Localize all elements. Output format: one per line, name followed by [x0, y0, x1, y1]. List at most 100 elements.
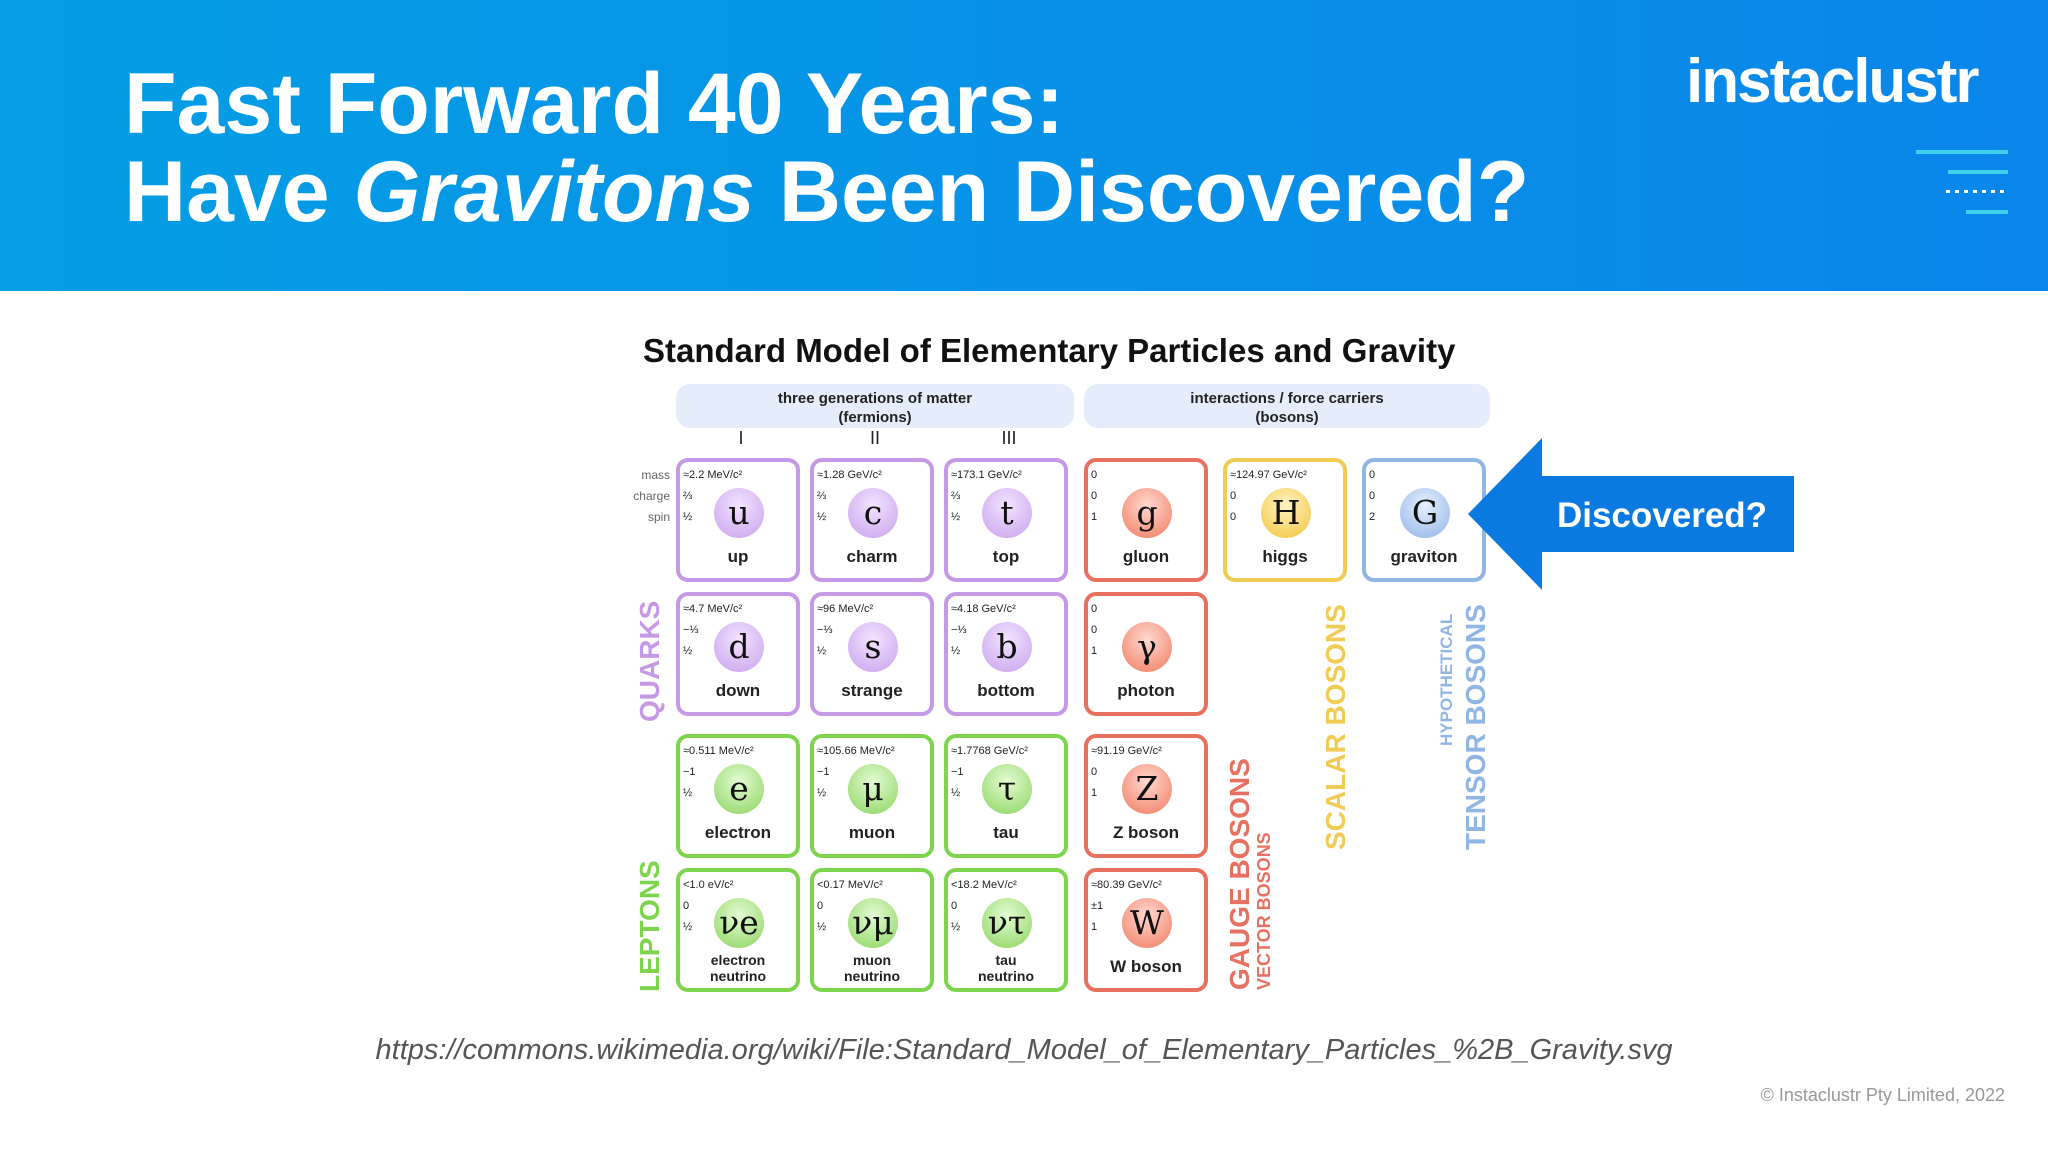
particle-symbol: s [848, 622, 898, 672]
particle-name: strange [841, 681, 903, 700]
particle-symbol: d [714, 622, 764, 672]
particle-card: <18.2 MeV/c² 0 ½ ντ tau neutrino [944, 868, 1068, 992]
title-line-2-emphasis: Gravitons [353, 144, 755, 240]
bosons-header: interactions / force carriers (bosons) [1084, 384, 1490, 428]
particle-mass: ≈96 MeV/c² [817, 603, 874, 615]
scalar-bosons-label: SCALAR BOSONS [1320, 604, 1351, 850]
particle-charge: 0 [1369, 490, 1376, 502]
particle-charge: ⅔ [951, 490, 961, 502]
particle-symbol: u [714, 488, 764, 538]
particle-symbol: e [714, 764, 764, 814]
title-line-2-post: Been Discovered? [754, 144, 1530, 240]
particle-symbol: b [982, 622, 1032, 672]
particle-name: Z boson [1112, 823, 1180, 842]
particle-spin: ½ [817, 645, 827, 657]
particle-symbol: μ [848, 764, 898, 814]
particle-mass: <18.2 MeV/c² [951, 879, 1017, 891]
particle-card: ≈105.66 MeV/c² −1 ½ μ muon [810, 734, 934, 858]
particle-charge: 0 [1091, 624, 1098, 636]
particle-name-line-2: neutrino [978, 968, 1034, 984]
particle-properties: 0 0 2 [1369, 465, 1375, 528]
particle-mass: ≈91.19 GeV/c² [1091, 745, 1162, 757]
particle-name: charm [846, 547, 898, 566]
particle-spin: 1 [1091, 921, 1098, 933]
gauge-bosons-label: GAUGE BOSONS [1224, 758, 1255, 990]
particle-card: ≈1.7768 GeV/c² −1 ½ τ tau [944, 734, 1068, 858]
header-banner: Fast Forward 40 Years: Have Gravitons Be… [0, 0, 2048, 291]
leptons-label: LEPTONS [634, 860, 665, 992]
particle-spin: ½ [683, 645, 693, 657]
particle-charge: 0 [817, 900, 824, 912]
discovered-arrow [1468, 438, 1794, 590]
particle-properties: 0 0 1 [1091, 465, 1097, 528]
particle-charge: −1 [683, 766, 696, 778]
particle-card: ≈80.39 GeV/c² ±1 1 W W boson [1084, 868, 1208, 992]
particle-properties: ≈4.18 GeV/c² −⅓ ½ [951, 599, 1016, 662]
particle-charge: −1 [817, 766, 830, 778]
particle-charge: 0 [1091, 490, 1098, 502]
particle-name: electron neutrino [680, 952, 796, 984]
title-line-1: Fast Forward 40 Years: [124, 56, 1065, 152]
particle-mass: ≈0.511 MeV/c² [683, 745, 754, 757]
particle-properties: ≈2.2 MeV/c² ⅔ ½ [683, 465, 742, 528]
particle-symbol: G [1400, 488, 1450, 538]
particle-spin: 1 [1091, 645, 1098, 657]
particle-name-line-1: tau [995, 952, 1017, 968]
particle-spin: 1 [1091, 511, 1098, 523]
particle-name: top [992, 547, 1020, 566]
particle-properties: ≈173.1 GeV/c² ⅔ ½ [951, 465, 1022, 528]
particle-charge: ±1 [1091, 900, 1104, 912]
particle-name: muon neutrino [814, 952, 930, 984]
particle-name-line-2: neutrino [710, 968, 766, 984]
particle-spin: ½ [817, 511, 827, 523]
particle-name: bottom [977, 681, 1035, 700]
particle-symbol: ντ [982, 898, 1032, 948]
particle-mass: ≈2.2 MeV/c² [683, 469, 743, 481]
particle-charge: −⅓ [951, 624, 967, 636]
particle-symbol: c [848, 488, 898, 538]
particle-name: muon [848, 823, 896, 842]
particle-symbol: Z [1122, 764, 1172, 814]
particle-mass: 0 [1091, 603, 1098, 615]
particle-spin: 0 [1230, 511, 1237, 523]
fermions-label: three generations of matter [777, 390, 973, 407]
particle-spin: ½ [951, 787, 961, 799]
source-url[interactable]: https://commons.wikimedia.org/wiki/File:… [375, 1034, 1673, 1066]
generation-1-label: I [738, 428, 744, 448]
particle-charge: 0 [1091, 766, 1098, 778]
particle-mass: ≈4.7 MeV/c² [683, 603, 743, 615]
discovered-label: Discovered? [1556, 496, 1768, 535]
particle-charge: ⅔ [683, 490, 693, 502]
row-label-mass: mass [641, 468, 670, 482]
copyright: © Instaclustr Pty Limited, 2022 [1760, 1085, 2005, 1105]
row-label-spin: spin [647, 510, 670, 524]
particle-charge: 0 [1230, 490, 1237, 502]
row-label-charge: charge [633, 489, 670, 503]
particle-mass: <1.0 eV/c² [683, 879, 734, 891]
particle-spin: ½ [683, 787, 693, 799]
quarks-label: QUARKS [634, 600, 665, 722]
particle-spin: 1 [1091, 787, 1098, 799]
particle-mass: ≈173.1 GeV/c² [951, 469, 1022, 481]
slide-title: Fast Forward 40 Years: Have Gravitons Be… [124, 60, 1529, 236]
particle-spin: ½ [951, 511, 961, 523]
particle-mass: <0.17 MeV/c² [817, 879, 883, 891]
particle-card: <0.17 MeV/c² 0 ½ νμ muon neutrino [810, 868, 934, 992]
particle-mass: 0 [1091, 469, 1098, 481]
bosons-sub: (bosons) [1255, 409, 1319, 426]
tensor-bosons-label: TENSOR BOSONS [1460, 604, 1491, 850]
particle-symbol: νμ [848, 898, 898, 948]
particle-card: ≈1.28 GeV/c² ⅔ ½ c charm [810, 458, 934, 582]
particle-card: ≈96 MeV/c² −⅓ ½ s strange [810, 592, 934, 716]
particle-charge: −1 [951, 766, 964, 778]
particle-mass: ≈105.66 MeV/c² [817, 745, 895, 757]
particle-name: tau neutrino [948, 952, 1064, 984]
particle-name: gluon [1122, 547, 1170, 566]
particle-charge: 0 [951, 900, 958, 912]
particle-name: photon [1117, 681, 1175, 700]
particle-card: ≈91.19 GeV/c² 0 1 Z Z boson [1084, 734, 1208, 858]
particle-spin: ½ [683, 921, 693, 933]
fermions-header: three generations of matter (fermions) [676, 384, 1074, 428]
particle-card: ≈0.511 MeV/c² −1 ½ e electron [676, 734, 800, 858]
